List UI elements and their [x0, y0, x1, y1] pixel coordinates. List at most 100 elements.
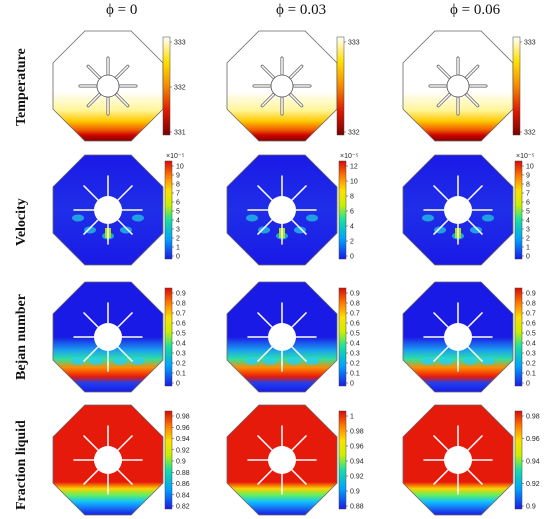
panel-3-1: 1 0.98 0.96 0.94 0.92 0.9 0.88 — [226, 404, 364, 516]
velocity-plume — [482, 214, 494, 222]
fin-3 — [433, 469, 449, 485]
colorbar-tick-label: 0.7 — [526, 311, 536, 318]
fin-5 — [257, 312, 273, 328]
colorbar-tick-label: 0.94 — [176, 436, 190, 443]
column-header-phi-0.03: ϕ = 0.03 — [276, 2, 327, 18]
panel-0-1: 333 332 — [226, 30, 360, 142]
colorbar-tick-label: 0.92 — [176, 447, 190, 454]
velocity-plume — [72, 214, 84, 222]
colorbar-tick-label: 5 — [526, 209, 530, 216]
fin-inner-1 — [289, 93, 303, 107]
fin-3 — [257, 469, 273, 485]
colorbar-tick-label: 0.96 — [176, 425, 190, 432]
fin-5 — [83, 435, 99, 451]
colorbar-tick-label: 0.94 — [526, 459, 540, 466]
bejan-plume — [131, 357, 145, 365]
colorbar-tick-label: 2 — [350, 239, 354, 246]
colorbar-tick-label: 0.84 — [176, 492, 190, 499]
colorbar-tick-label: 0.6 — [526, 321, 536, 328]
colorbar-tick-label: 0.9 — [350, 291, 360, 298]
colorbar-tick-label: 0.9 — [176, 291, 186, 298]
bejan-plume — [89, 357, 103, 365]
colorbar-tick-label: 6 — [526, 200, 530, 207]
colorbar-tick-label: 10 — [176, 164, 184, 171]
colorbar-tick-label: 0.98 — [350, 429, 364, 436]
bejan-plume — [263, 357, 277, 365]
colorbar-tick-label: 5 — [176, 209, 180, 216]
colorbar — [514, 287, 523, 387]
fin-3 — [433, 219, 449, 235]
fin-inner-5 — [261, 65, 275, 79]
heat-source-hub — [444, 446, 472, 474]
colorbar — [336, 36, 345, 136]
fin-3 — [83, 346, 99, 362]
colorbar — [514, 160, 523, 260]
colorbar — [164, 160, 173, 260]
colorbar-tick-label: 0.4 — [526, 341, 536, 348]
column-header-phi-0: ϕ = 0 — [106, 2, 138, 18]
fin-5 — [433, 312, 449, 328]
colorbar-tick-label: 0.9 — [350, 489, 360, 496]
colorbar-tick-label: 1 — [350, 414, 354, 421]
fin-inner-5 — [437, 65, 451, 79]
fin-7 — [117, 435, 133, 451]
colorbar-tick-label: 333 — [174, 40, 186, 47]
colorbar-tick-label: 0.8 — [176, 301, 186, 308]
fin-1 — [467, 346, 483, 362]
fin-inner-3 — [87, 93, 101, 107]
colorbar-tick-label: 332 — [174, 85, 186, 92]
fin-inner-3 — [261, 93, 275, 107]
panel-3-2: 0.98 0.96 0.94 0.92 0.9 — [402, 404, 540, 516]
fin-inner-7 — [465, 65, 479, 79]
colorbar-tick-label: 0.9 — [526, 291, 536, 298]
fin-7 — [467, 435, 483, 451]
fin-1 — [467, 219, 483, 235]
colorbar-tick-label: 0.96 — [350, 444, 364, 451]
colorbar-exponent: ×10⁻⁵ — [516, 153, 535, 160]
colorbar-tick-label: 3 — [176, 227, 180, 234]
colorbar-tick-label: 0 — [526, 381, 530, 388]
bejan-plume — [421, 357, 435, 365]
colorbar-tick-label: 0.3 — [526, 351, 536, 358]
colorbar-tick-label: 0 — [176, 381, 180, 388]
bejan-plume — [287, 357, 301, 365]
colorbar-tick-label: 0.2 — [350, 361, 360, 368]
bejan-plume — [305, 357, 319, 365]
colorbar-exponent: ×10⁻⁵ — [340, 153, 359, 160]
fin-5 — [83, 185, 99, 201]
fin-inner-1 — [465, 93, 479, 107]
heat-source-hub — [94, 323, 122, 351]
fin-7 — [117, 185, 133, 201]
fin-3 — [83, 219, 99, 235]
colorbar-tick-label: 0.3 — [176, 351, 186, 358]
colorbar-tick-label: 1 — [176, 245, 180, 252]
fin-inner-7 — [289, 65, 303, 79]
fin-1 — [117, 346, 133, 362]
fin-7 — [467, 185, 483, 201]
colorbar-tick-label: 6 — [176, 200, 180, 207]
fin-5 — [433, 185, 449, 201]
fin-1 — [291, 219, 307, 235]
fin-inner-7 — [115, 65, 129, 79]
colorbar-tick-label: 8 — [526, 182, 530, 189]
fin-3 — [83, 469, 99, 485]
fin-inner-1 — [115, 93, 129, 107]
colorbar — [512, 36, 521, 136]
panel-3-0: 0.98 0.96 0.94 0.92 0.9 0.88 0.86 0.84 0.82 — [52, 404, 190, 516]
colorbar-tick-label: 0.4 — [176, 341, 186, 348]
colorbar-tick-label: 0 — [526, 254, 530, 261]
colorbar-tick-label: 0.98 — [526, 414, 540, 421]
colorbar-tick-label: 0.8 — [350, 301, 360, 308]
bejan-plume — [463, 357, 477, 365]
colorbar-tick-label: 0.96 — [526, 436, 540, 443]
heat-source-hub — [268, 196, 296, 224]
colorbar-tick-label: 0.88 — [350, 504, 364, 511]
colorbar-tick-label: 0.6 — [350, 321, 360, 328]
fin-7 — [291, 185, 307, 201]
colorbar-tick-label: 1 — [526, 245, 530, 252]
colorbar-tick-label: 4 — [526, 218, 530, 225]
bejan-plume — [481, 357, 495, 365]
fin-5 — [257, 435, 273, 451]
colorbar-tick-label: 0.8 — [526, 301, 536, 308]
